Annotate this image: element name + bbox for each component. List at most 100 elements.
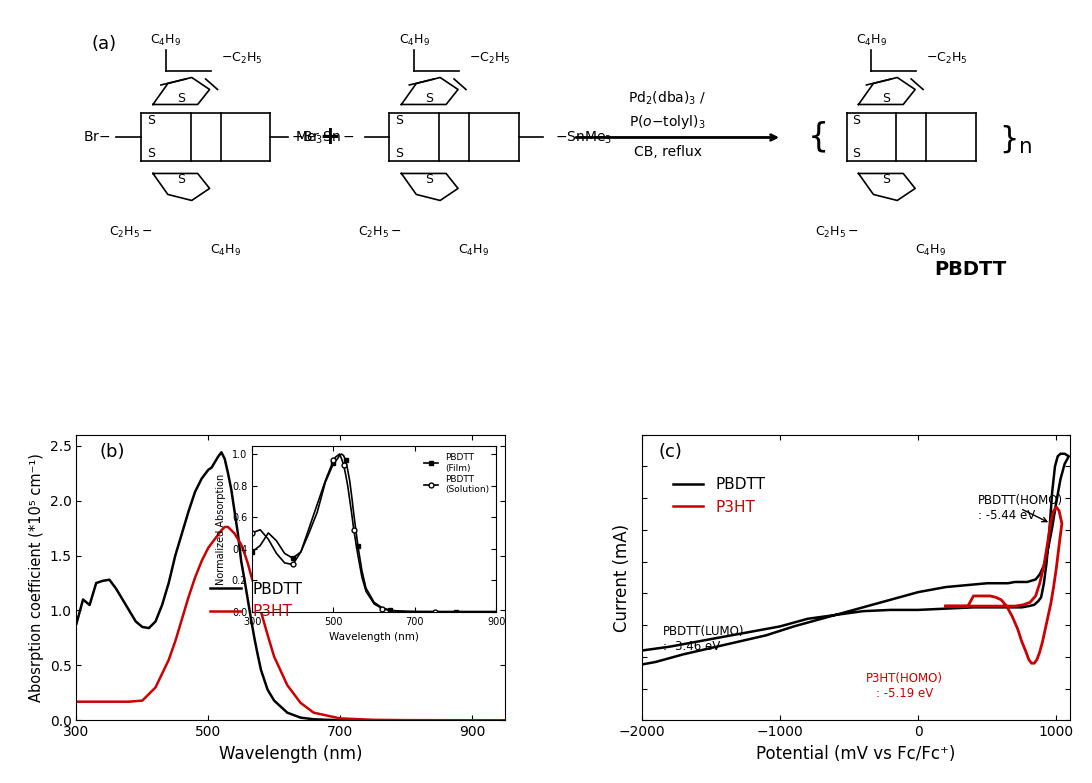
PBDTT	[1058, 449, 1071, 458]
P3HT	[978, 591, 992, 601]
Text: $\mathsf{-C_2H_5}$: $\mathsf{-C_2H_5}$	[221, 50, 262, 66]
P3HT	[307, 708, 320, 717]
PBDTT	[261, 685, 274, 695]
PBDTT	[636, 646, 649, 655]
P3HT	[162, 655, 175, 665]
Text: $\mathsf{C_4H_9}$: $\mathsf{C_4H_9}$	[856, 32, 887, 48]
Text: S: S	[177, 173, 185, 186]
Legend: PBDTT, P3HT: PBDTT, P3HT	[204, 576, 309, 626]
P3HT	[400, 716, 413, 725]
Legend: PBDTT, P3HT: PBDTT, P3HT	[666, 471, 772, 521]
Text: S: S	[425, 173, 434, 186]
Text: $\mathsf{C_2H_5-}$: $\mathsf{C_2H_5-}$	[358, 225, 402, 240]
Text: $\mathsf{Me_3Sn-}$: $\mathsf{Me_3Sn-}$	[295, 129, 355, 146]
P3HT	[254, 607, 268, 616]
Text: PBDTT: PBDTT	[935, 260, 1007, 279]
Text: $\mathsf{C_4H_9}$: $\mathsf{C_4H_9}$	[151, 32, 181, 48]
P3HT	[1006, 612, 1019, 621]
Text: $\mathsf{C_2H_5-}$: $\mathsf{C_2H_5-}$	[109, 225, 153, 240]
Text: S: S	[882, 173, 890, 186]
P3HT	[225, 525, 238, 535]
P3HT	[465, 716, 478, 725]
P3HT	[961, 601, 974, 611]
P3HT	[1049, 503, 1063, 512]
Text: Br$-$: Br$-$	[83, 131, 110, 145]
P3HT	[245, 571, 258, 580]
Text: $\mathsf{C_4H_9}$: $\mathsf{C_4H_9}$	[399, 32, 430, 48]
Text: (c): (c)	[658, 443, 682, 461]
P3HT	[1036, 637, 1049, 646]
P3HT	[1016, 637, 1029, 646]
P3HT	[939, 601, 952, 611]
Line: PBDTT: PBDTT	[76, 453, 505, 720]
Text: S: S	[395, 114, 403, 128]
PBDTT	[1008, 577, 1021, 586]
Text: $-$Br: $-$Br	[290, 131, 320, 145]
Text: $\mathsf{C_4H_9}$: $\mathsf{C_4H_9}$	[459, 243, 489, 258]
Line: P3HT: P3HT	[946, 507, 1061, 663]
P3HT	[1000, 601, 1013, 611]
P3HT	[238, 549, 251, 558]
PBDTT	[636, 660, 649, 669]
P3HT	[1044, 599, 1057, 608]
P3HT	[222, 522, 235, 532]
P3HT	[268, 652, 281, 662]
Text: PBDTT(LUMO)
: -3.46 eV: PBDTT(LUMO) : -3.46 eV	[663, 625, 744, 653]
P3HT	[215, 525, 228, 535]
P3HT	[1020, 647, 1033, 656]
P3HT	[1038, 624, 1052, 633]
P3HT	[945, 601, 958, 611]
Text: $\mathsf{\{}$: $\mathsf{\{}$	[807, 120, 827, 155]
Line: PBDTT: PBDTT	[642, 453, 1069, 665]
P3HT	[135, 696, 149, 705]
P3HT	[1017, 600, 1030, 609]
P3HT	[232, 534, 245, 543]
Text: +: +	[319, 125, 341, 150]
Text: $\mathsf{C_4H_9}$: $\mathsf{C_4H_9}$	[915, 243, 947, 258]
PBDTT	[215, 448, 228, 457]
Text: $\mathsf{P(}o\mathsf{-tolyl)_3}$: $\mathsf{P(}o\mathsf{-tolyl)_3}$	[629, 114, 707, 132]
X-axis label: Wavelength (nm): Wavelength (nm)	[218, 745, 363, 763]
Text: $\mathsf{C_4H_9}$: $\mathsf{C_4H_9}$	[210, 243, 241, 258]
Text: (a): (a)	[92, 35, 117, 53]
P3HT	[1042, 536, 1055, 545]
P3HT	[1049, 563, 1063, 572]
Text: P3HT(HOMO)
: -5.19 eV: P3HT(HOMO) : -5.19 eV	[866, 672, 942, 700]
Text: CB, reflux: CB, reflux	[633, 146, 702, 160]
Text: $\mathsf{-C_2H_5}$: $\mathsf{-C_2H_5}$	[926, 50, 968, 66]
Text: S: S	[853, 147, 860, 161]
X-axis label: Potential (mV vs Fc/Fc⁺): Potential (mV vs Fc/Fc⁺)	[757, 745, 956, 763]
Text: S: S	[147, 147, 155, 161]
P3HT	[1011, 624, 1024, 633]
P3HT	[122, 697, 135, 706]
P3HT	[939, 601, 952, 611]
P3HT	[182, 593, 195, 602]
P3HT	[984, 591, 997, 601]
P3HT	[950, 601, 963, 611]
P3HT	[1033, 579, 1046, 588]
P3HT	[248, 582, 261, 591]
Y-axis label: Abosrption coefficient (*10⁵ cm⁻¹): Abosrption coefficient (*10⁵ cm⁻¹)	[29, 453, 44, 702]
Text: $\mathsf{-SnMe_3}$: $\mathsf{-SnMe_3}$	[555, 129, 612, 146]
PBDTT	[346, 716, 359, 725]
P3HT	[1023, 597, 1036, 607]
P3HT	[956, 601, 969, 611]
P3HT	[218, 522, 232, 532]
P3HT	[966, 591, 980, 601]
P3HT	[966, 601, 980, 611]
Text: PBDTT(HOMO)
: -5.44 eV: PBDTT(HOMO) : -5.44 eV	[977, 494, 1063, 522]
P3HT	[1008, 601, 1021, 611]
PBDTT	[1012, 577, 1025, 586]
P3HT	[1047, 583, 1060, 592]
P3HT	[1025, 659, 1038, 668]
P3HT	[1029, 591, 1042, 601]
P3HT	[1055, 519, 1068, 529]
PBDTT	[176, 529, 189, 538]
PBDTT	[1033, 570, 1046, 579]
P3HT	[1042, 612, 1055, 621]
Text: S: S	[177, 92, 185, 105]
P3HT	[1037, 561, 1051, 570]
P3HT	[251, 595, 264, 604]
P3HT	[333, 713, 346, 723]
P3HT	[995, 601, 1008, 611]
